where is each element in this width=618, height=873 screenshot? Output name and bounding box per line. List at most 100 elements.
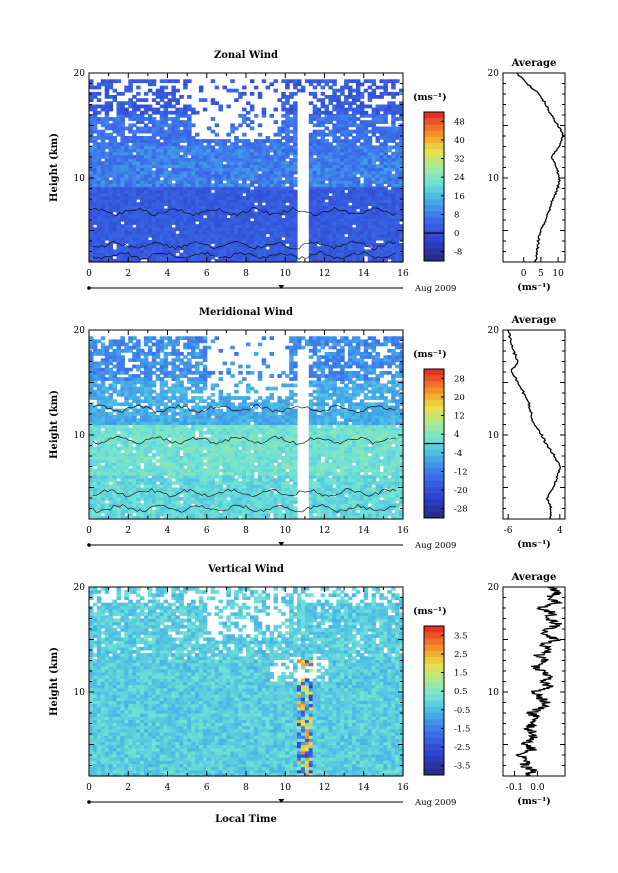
heatmap-cell [320,120,326,124]
heatmap-cell [191,189,196,194]
heatmap-cell [375,139,380,143]
heatmap-cell [340,142,345,147]
heatmap-cell [340,139,345,143]
heatmap-cell [187,132,192,137]
heatmap-cell [395,189,400,194]
heatmap-cell [332,148,337,153]
heatmap-cell [340,224,345,228]
heatmap-cell [108,474,114,479]
heatmap-cell [147,336,153,341]
heatmap-cell [159,433,165,438]
heatmap-cell [230,236,235,241]
heatmap-cell [348,233,353,238]
heatmap-cell [151,468,157,473]
heatmap-cell [375,189,380,194]
heatmap-cell [285,221,290,225]
heatmap-cell [367,180,373,184]
heatmap-cell [175,430,180,435]
heatmap-cell [387,214,392,219]
heatmap-cell [132,377,137,381]
heatmap-cell [179,107,184,112]
heatmap-cell [261,240,267,244]
heatmap-cell [289,186,294,191]
heatmap-cell [226,183,231,188]
heatmap-cell [151,217,157,222]
heatmap-cell [171,243,176,247]
heatmap-cell [108,424,114,429]
heatmap-cell [312,173,318,178]
heatmap-cell [140,161,145,165]
heatmap-cell [167,389,172,394]
heatmap-cell [277,205,282,210]
heatmap-cell [132,468,137,473]
heatmap-cell [348,154,353,159]
heatmap-cell [285,151,290,156]
heatmap-cell [387,224,392,228]
heatmap-cell [242,117,247,121]
heatmap-cell [226,233,231,238]
heatmap-cell [249,161,255,165]
heatmap-cell [175,424,180,429]
heatmap-cell [277,208,282,213]
heatmap-cell [206,202,212,206]
heatmap-cell [328,151,333,156]
heatmap-cell [171,500,176,504]
heatmap-cell [100,342,106,347]
heatmap-cell [155,377,161,381]
heatmap-cell [147,446,153,451]
heatmap-cell [367,164,373,168]
heatmap-cell [104,462,110,467]
heatmap-cell [143,176,149,181]
heatmap-cell [187,104,192,109]
heatmap-cell [226,167,231,172]
heatmap-cell [179,176,184,181]
heatmap-cell [395,170,400,175]
heatmap-cell [226,164,231,168]
heatmap-cell [128,246,133,251]
heatmap-cell [242,236,247,241]
heatmap-cell [387,221,392,225]
heatmap-cell [187,120,192,124]
heatmap-cell [171,396,176,400]
heatmap-cell [175,164,180,168]
heatmap-cell [96,377,102,381]
heatmap-cell [100,408,106,413]
heatmap-cell [155,148,161,153]
heatmap-cell [375,176,380,181]
heatmap-cell [96,110,102,115]
heatmap-cell [336,129,341,134]
heatmap-cell [367,170,373,175]
heatmap-cell [163,255,169,260]
heatmap-cell [124,142,129,147]
heatmap-cell [293,117,298,121]
heatmap-cell [312,227,318,232]
heatmap-cell [273,224,278,228]
heatmap-cell [124,227,129,232]
heatmap-cell [104,386,110,391]
heatmap-cell [120,490,125,495]
heatmap-cell [163,158,169,162]
heatmap-cell [96,503,102,508]
heatmap-cell [112,374,117,378]
heatmap-cell [340,164,345,168]
heatmap-cell [375,164,380,168]
heatmap-cell [183,151,188,156]
heatmap-cell [175,405,180,410]
heatmap-cell [195,192,200,197]
heatmap-cell [163,393,169,397]
heatmap-cell [143,339,149,344]
heatmap-cell [375,246,380,251]
heatmap-cell [198,211,204,216]
heatmap-cell [124,487,129,492]
heatmap-cell [163,183,169,188]
heatmap-cell [89,358,94,362]
heatmap-cell [151,465,157,470]
heatmap-cell [92,136,98,140]
heatmap-cell [293,164,298,168]
heatmap-cell [132,345,137,350]
heatmap-cell [96,236,102,241]
heatmap-cell [218,202,223,206]
heatmap-cell [352,161,357,165]
heatmap-cell [336,148,341,153]
heatmap-cell [285,161,290,165]
